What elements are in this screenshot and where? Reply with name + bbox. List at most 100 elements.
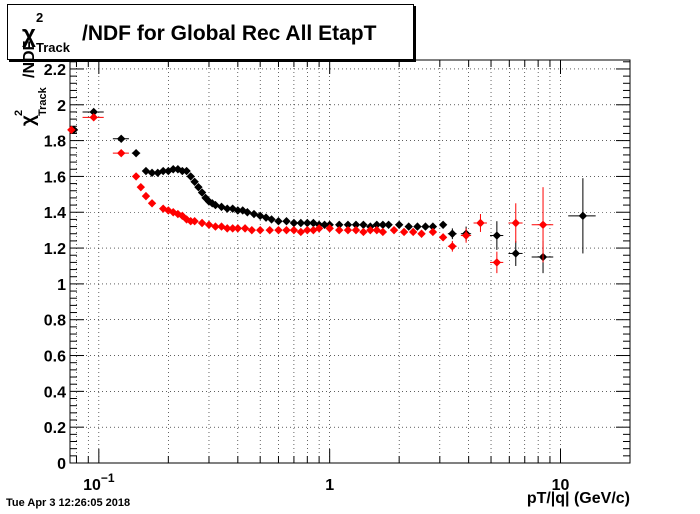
data-point-black (413, 222, 422, 231)
title-superscript: 2 (36, 10, 43, 25)
data-point-red (240, 224, 250, 233)
axis-ticks (70, 60, 631, 464)
y-axis-label: /NDF (21, 40, 38, 78)
y-tick-label: 0.4 (44, 384, 66, 401)
data-point-red (359, 227, 368, 237)
data-point-red (343, 225, 353, 235)
data-point-black (186, 172, 195, 181)
data-point-black (394, 220, 404, 229)
data-point-black (448, 229, 457, 238)
y-tick-label: 2.2 (44, 62, 66, 79)
data-point-black (359, 220, 368, 229)
data-point-black (303, 218, 312, 228)
data-point-red (169, 208, 178, 217)
data-point-black (197, 188, 207, 197)
title-subscript: Track (36, 40, 71, 55)
data-point-black (320, 220, 329, 229)
data-point-red (351, 225, 361, 235)
data-point-red (274, 225, 283, 235)
data-point-black (249, 209, 259, 219)
data-point-red (438, 233, 448, 242)
data-point-black (267, 215, 276, 224)
data-point-black (153, 168, 162, 178)
x-tick-labels: 10−1 1 10 (83, 471, 569, 494)
x-tick-label: 1 (325, 477, 334, 494)
data-point-black (178, 166, 187, 176)
y-tick-label: 0.6 (44, 349, 66, 366)
grid-lines (70, 60, 631, 464)
data-point-black (492, 231, 502, 240)
data-point-black (372, 220, 381, 229)
data-point-black (378, 220, 388, 229)
timestamp: Tue Apr 3 12:26:05 2018 (6, 497, 131, 509)
data-point-black (438, 220, 448, 229)
title-symbol: χ (22, 21, 36, 48)
data-point-black (274, 217, 283, 226)
chart-title: /NDF for Global Rec All EtapT (82, 22, 377, 45)
data-point-black (282, 217, 291, 226)
data-point-black (194, 182, 203, 192)
data-point-red (190, 217, 199, 226)
data-point-black (296, 218, 306, 228)
data-point-black (169, 165, 178, 174)
data-point-red (303, 225, 312, 235)
y-tick-label: 1.2 (44, 241, 66, 258)
data-point-black (578, 211, 588, 221)
plot-frame (69, 59, 631, 464)
data-point-black (421, 222, 430, 231)
y-tick-label: 1.8 (44, 134, 66, 151)
data-point-red (233, 224, 243, 233)
data-point-red (211, 222, 220, 231)
x-axis-label: pT/|q| (GeV/c) (527, 490, 630, 507)
data-point-black (351, 220, 361, 229)
data-point-red (378, 227, 388, 237)
data-point-red (247, 225, 257, 235)
data-point-black (228, 204, 237, 213)
data-point-red (117, 148, 126, 158)
data-point-black (343, 220, 353, 229)
data-point-red (147, 199, 157, 208)
data-point-red (289, 225, 299, 235)
data-point-red (89, 113, 98, 122)
data-point-black (147, 168, 157, 178)
data-point-red (296, 227, 306, 237)
data-point-black (289, 218, 299, 228)
title-box (7, 4, 414, 60)
data-point-black (404, 222, 413, 231)
data-point-black (428, 222, 438, 231)
data-point-red (335, 225, 344, 235)
data-point-red (131, 172, 141, 181)
data-point-red (141, 191, 151, 201)
data-point-black (173, 165, 183, 174)
data-point-red (136, 182, 146, 192)
data-point-black (89, 107, 98, 117)
y-tick-label: 2 (57, 98, 66, 115)
x-tick-label: 10 (552, 477, 570, 494)
data-point-red (461, 231, 471, 240)
data-points (67, 107, 596, 274)
data-point-black (384, 220, 393, 229)
data-point-red (204, 220, 214, 229)
data-point-red (448, 242, 457, 251)
data-point-black (211, 200, 220, 210)
data-point-red (408, 227, 418, 237)
data-point-black (158, 166, 168, 176)
y-tick-label: 0.2 (44, 420, 66, 437)
data-point-black (164, 166, 173, 176)
data-point-red (511, 218, 520, 228)
y-tick-label: 0 (57, 456, 66, 473)
data-point-black (117, 134, 126, 144)
data-point-red (67, 125, 76, 135)
data-point-red (197, 218, 207, 228)
y-axis-subscript: Track (37, 86, 49, 116)
y-tick-label: 1.4 (44, 205, 66, 222)
data-point-red (314, 224, 324, 233)
data-point-red (476, 218, 485, 228)
x-tick-label: 10−1 (83, 471, 115, 494)
data-point-black (223, 204, 232, 213)
data-point-black (131, 148, 141, 158)
y-tick-label: 1 (57, 277, 66, 294)
data-point-red (223, 224, 232, 233)
data-point-red (538, 220, 548, 229)
